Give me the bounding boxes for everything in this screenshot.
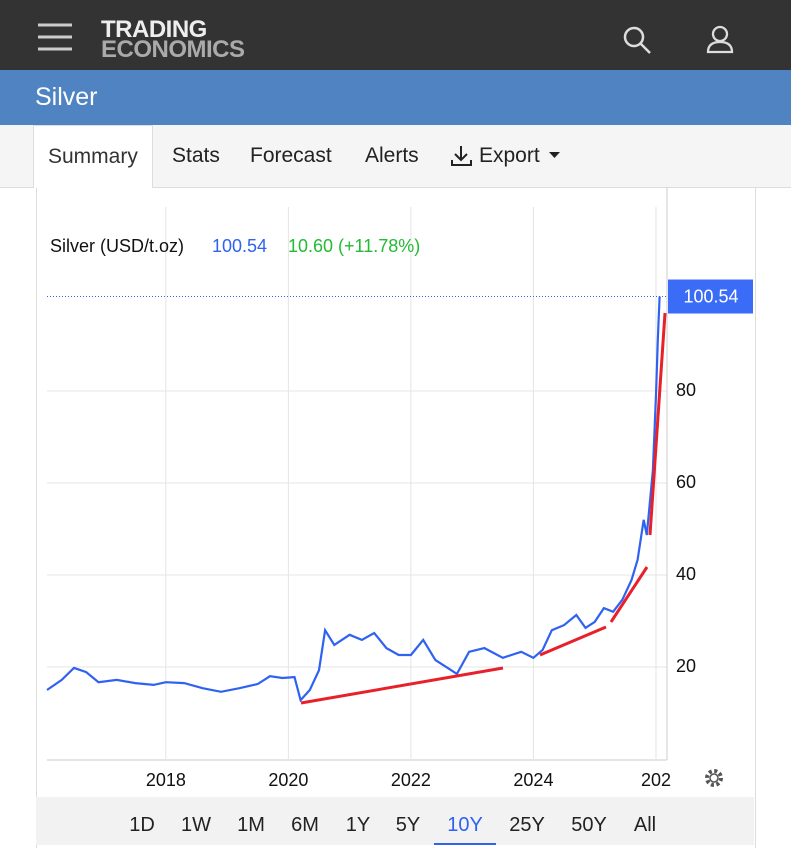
range-button[interactable]: 5Y xyxy=(395,814,421,836)
tab[interactable]: Export xyxy=(479,144,540,167)
page-title: Silver xyxy=(35,83,98,111)
logo[interactable]: ECONOMICS xyxy=(101,36,245,63)
tab[interactable]: Forecast xyxy=(250,144,332,167)
tab[interactable]: Summary xyxy=(33,125,153,188)
tab[interactable]: Stats xyxy=(172,144,220,167)
range-button[interactable]: 6M xyxy=(291,814,319,836)
caret-icon xyxy=(549,152,560,158)
menu-icon[interactable] xyxy=(38,23,78,53)
logo[interactable]: TRADING xyxy=(101,16,207,43)
range-button[interactable]: 25Y xyxy=(509,814,545,836)
range-bar: 1D 1W 1M 6M 1Y 5Y 10Y 25Y 50Y All xyxy=(36,797,754,845)
range-button[interactable]: 1D xyxy=(129,814,155,836)
download-icon xyxy=(451,146,472,166)
tab[interactable]: Alerts xyxy=(365,144,419,167)
range-button[interactable]: 50Y xyxy=(571,814,607,836)
search-icon[interactable] xyxy=(623,26,653,56)
range-button[interactable]: 1Y xyxy=(345,814,371,836)
title-bar: Silver xyxy=(0,70,791,125)
chart-panel xyxy=(36,188,756,848)
user-icon[interactable] xyxy=(706,25,736,55)
range-button[interactable]: 1M xyxy=(237,814,265,836)
range-button[interactable]: 1W xyxy=(181,814,211,836)
range-button[interactable]: All xyxy=(633,814,657,836)
range-button[interactable]: 10Y xyxy=(434,797,496,845)
top-bar: TRADING ECONOMICS xyxy=(0,0,791,70)
tab-bar: Summary Stats Forecast Alerts Export xyxy=(0,125,791,188)
